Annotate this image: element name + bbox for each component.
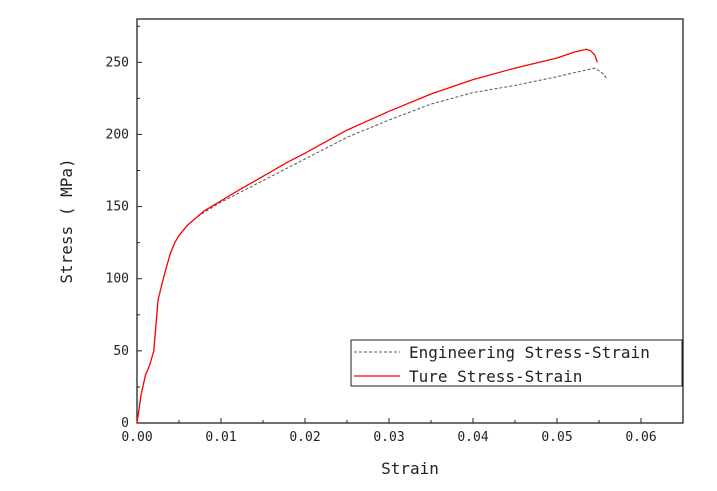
- series-layer: [136, 48, 608, 424]
- x-tick-label: 0.04: [457, 430, 488, 445]
- x-tick-label: 0.03: [373, 430, 404, 445]
- x-tick-label: 0.00: [121, 430, 152, 445]
- y-axis-ticks: 0 50 100 150 200 250: [106, 25, 142, 431]
- legend: Engineering Stress-Strain Ture Stress-St…: [350, 339, 683, 387]
- x-tick-label: 0.02: [289, 430, 320, 445]
- y-tick-label: 150: [106, 200, 129, 215]
- x-tick-label: 0.01: [205, 430, 236, 445]
- legend-box: [350, 339, 683, 387]
- y-tick-label: 100: [106, 272, 129, 287]
- y-tick-label: 50: [113, 344, 129, 359]
- y-tick-label: 200: [106, 127, 129, 142]
- y-axis-title: Stress ( MPa): [57, 158, 76, 283]
- true-stress-strain-line: [136, 48, 598, 424]
- legend-label-true: Ture Stress-Strain: [409, 367, 582, 386]
- x-axis-title: Strain: [381, 459, 439, 478]
- y-tick-label: 250: [106, 55, 129, 70]
- y-tick-label: 0: [121, 416, 129, 431]
- engineering-stress-strain-line: [136, 67, 608, 424]
- x-tick-label: 0.06: [625, 430, 656, 445]
- x-axis-ticks: 0.00 0.01 0.02 0.03 0.04 0.05 0.06: [121, 418, 657, 445]
- legend-label-engineering: Engineering Stress-Strain: [409, 343, 650, 362]
- x-tick-label: 0.05: [541, 430, 572, 445]
